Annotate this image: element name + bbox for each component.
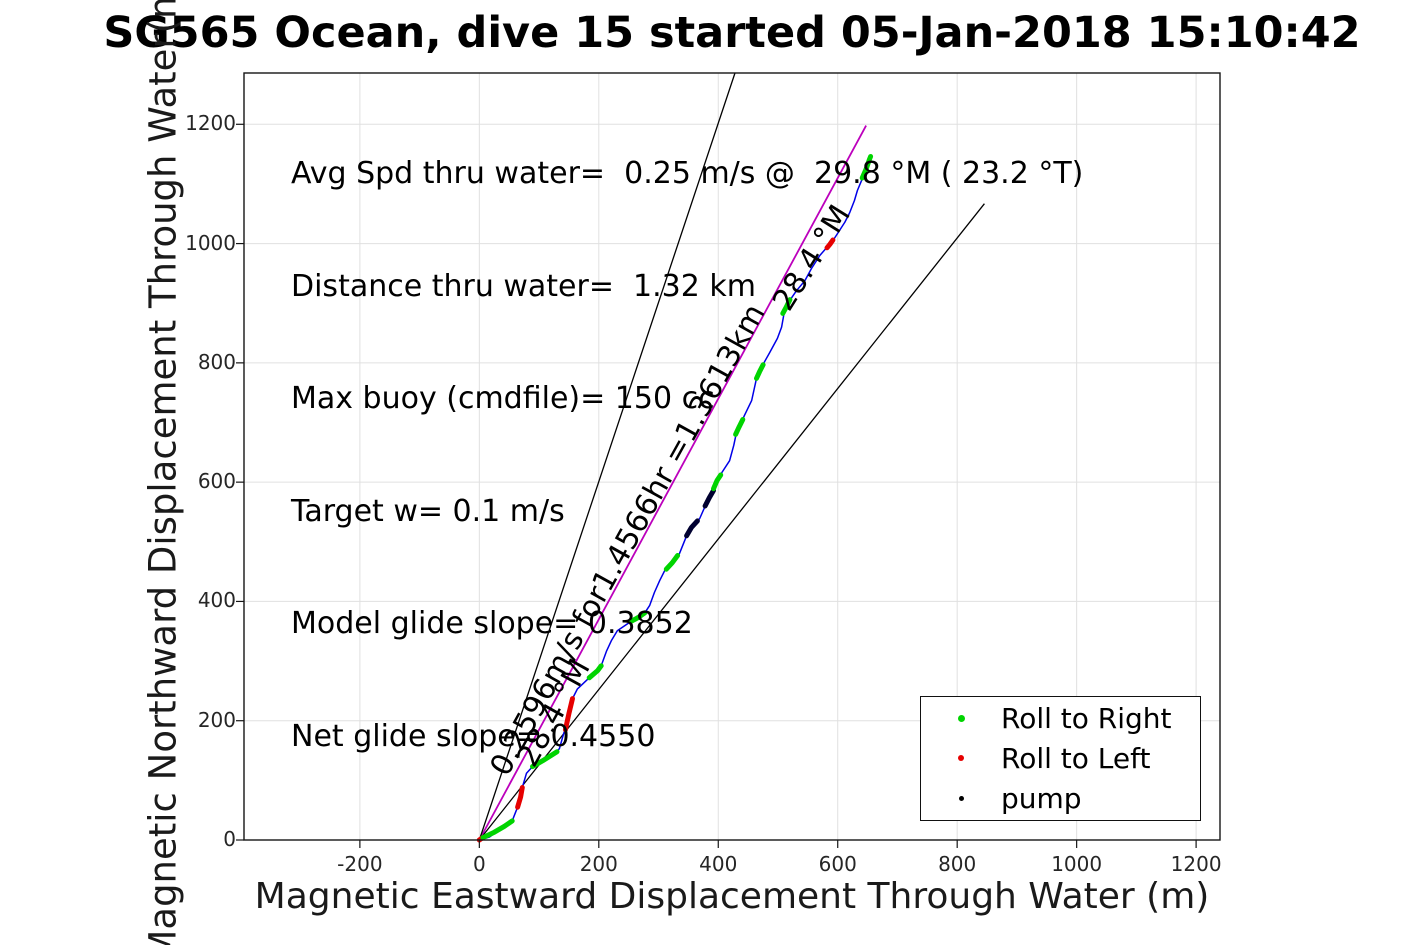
track-segment-roll-right: [628, 610, 648, 625]
track-segment-roll-right: [780, 297, 793, 316]
legend-label: Roll to Left: [1001, 741, 1151, 775]
legend-item-roll-left: Roll to Left: [921, 739, 1200, 777]
plot-box: [243, 72, 1221, 841]
track-segment-roll-right: [733, 417, 746, 437]
track-segment-roll-right: [711, 472, 724, 492]
legend-label: pump: [1001, 781, 1082, 815]
legend-item-roll-right: Roll to Right: [921, 700, 1200, 738]
annotation-net-slope: Net glide slope= 0.4550: [291, 718, 656, 754]
track-segment-pump: [684, 518, 700, 539]
avg-velocity-vector: [478, 125, 867, 841]
track-segment-roll-left: [824, 237, 836, 251]
x-tick-label: 1200: [1170, 852, 1222, 876]
roll-left-marker-dot: [958, 755, 964, 762]
pump-marker-dot: [958, 795, 964, 801]
y-tick-label: 200: [197, 707, 236, 732]
x-tick-label: 0: [472, 852, 486, 876]
stats-annotation: Avg Spd thru water= 0.25 m/s @ 29.8 °M (…: [291, 80, 1083, 830]
x-tick-label: 1000: [1051, 852, 1103, 876]
track-segment-roll-right: [530, 749, 560, 770]
x-tick-label: 800: [938, 852, 977, 876]
roll-right-marker-dot: [957, 715, 965, 723]
y-tick-label: 800: [197, 349, 236, 374]
x-tick-label: 600: [818, 852, 857, 876]
track-segment-roll-right: [663, 553, 681, 572]
heading-bound-left: [478, 72, 736, 841]
annotation-distance: Distance thru water= 1.32 km: [291, 268, 756, 304]
legend-label: Roll to Right: [1001, 702, 1172, 736]
y-tick-label: 400: [197, 588, 236, 613]
track-segment-roll-right: [754, 362, 766, 381]
annotation-model-slope: Model glide slope= 0.3852: [291, 606, 693, 641]
x-axis-label: Magnetic Eastward Displacement Through W…: [254, 876, 1210, 917]
y-tick-label: 0: [223, 827, 236, 851]
x-tick-label: -200: [337, 852, 383, 876]
y-tick-label: 1000: [185, 230, 236, 255]
track-segment-roll-right: [586, 663, 604, 681]
legend-item-pump: pump: [921, 779, 1200, 817]
legend-box: Roll to Right Roll to Left pump: [920, 696, 1201, 821]
track-segment-roll-left: [515, 785, 525, 810]
x-tick-label: 200: [579, 852, 618, 876]
figure-title: SG565 Ocean, dive 15 started 05-Jan-2018…: [103, 8, 1361, 58]
annotation-max-buoy: Max buoy (cmdfile)= 150 cc: [291, 381, 715, 416]
y-tick-label: 600: [197, 469, 236, 494]
track-segment-roll-right: [859, 154, 874, 181]
x-tick-label: 400: [699, 852, 738, 876]
y-tick-label: 1200: [185, 111, 236, 136]
annotation-target-w: Target w= 0.1 m/s: [291, 493, 565, 529]
annotation-avg-speed: Avg Spd thru water= 0.25 m/s @ 29.8 °M (…: [291, 156, 1084, 191]
track-segment-roll-left: [562, 696, 575, 733]
track-segment-roll-right: [480, 818, 515, 841]
track-segment-pump: [702, 488, 716, 509]
